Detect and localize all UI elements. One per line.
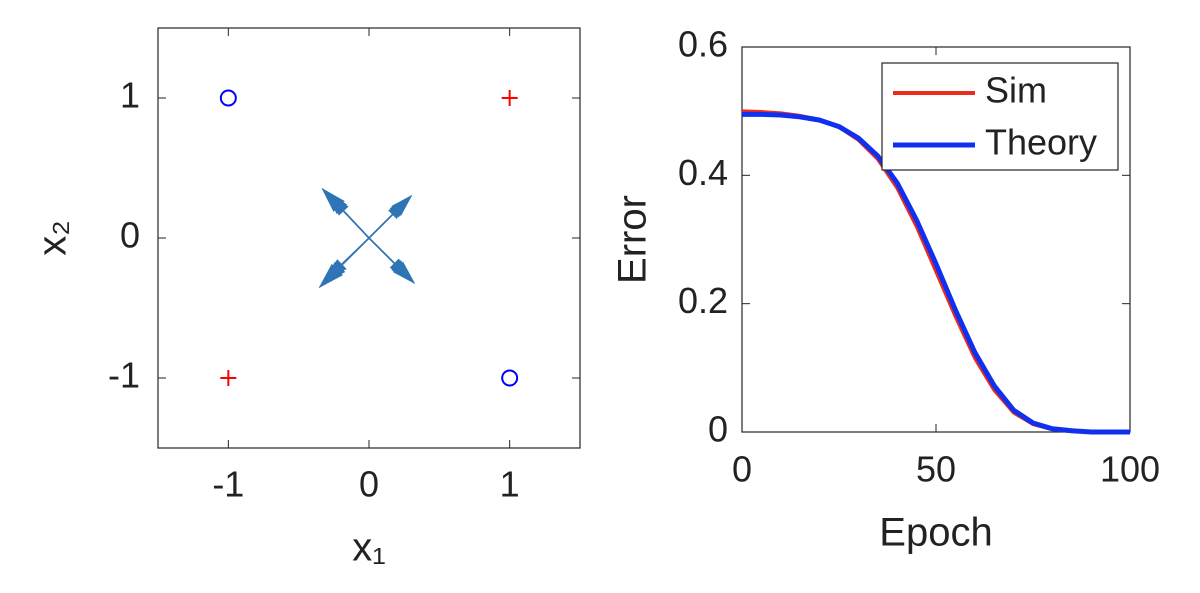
- x-tick-label: 0: [359, 464, 379, 505]
- arrow-head: [328, 194, 349, 216]
- x-tick-label: 50: [916, 449, 956, 490]
- x-axis-label: x₁: [352, 526, 386, 570]
- x-tick-label: 0: [732, 449, 752, 490]
- legend-label: Sim: [985, 70, 1047, 111]
- arrow: [368, 200, 407, 239]
- line: [742, 111, 1130, 435]
- arrow: [325, 237, 370, 280]
- legend-box: [881, 62, 1119, 171]
- y-axis-label: Error: [611, 195, 655, 284]
- marker: [219, 89, 237, 107]
- marker: [501, 90, 518, 106]
- y-axis-label: x₂: [31, 220, 75, 256]
- x-tick-label: -1: [212, 464, 244, 505]
- y-tick-label: 0: [120, 215, 140, 256]
- y-tick-label: 0.6: [678, 24, 728, 65]
- marker: [501, 369, 519, 387]
- y-tick-label: 1: [120, 75, 140, 116]
- arrow-head: [388, 200, 407, 220]
- y-tick-label: 0: [708, 409, 728, 450]
- marker: [220, 370, 237, 386]
- y-tick-label: 0.4: [678, 152, 728, 193]
- arrow-head: [389, 258, 410, 279]
- x-tick-label: 100: [1100, 449, 1160, 490]
- x-axis-label: Epoch: [879, 511, 992, 555]
- y-tick-label: 0.2: [678, 280, 728, 321]
- y-tick-label: -1: [108, 355, 140, 396]
- arrow-head: [325, 259, 347, 280]
- arrow: [368, 237, 410, 279]
- x-tick-label: 1: [500, 464, 520, 505]
- arrow: [328, 194, 370, 239]
- legend-label: Theory: [985, 122, 1097, 163]
